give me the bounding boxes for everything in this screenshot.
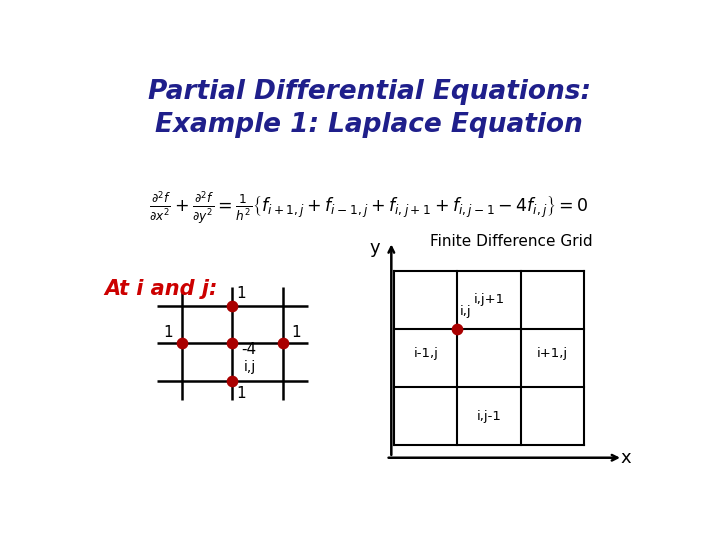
Text: Partial Differential Equations:: Partial Differential Equations:	[148, 79, 590, 105]
Text: 1: 1	[163, 326, 173, 341]
Point	[227, 339, 238, 348]
Text: 1: 1	[292, 326, 301, 341]
Text: i+1,j: i+1,j	[536, 347, 568, 360]
Text: i,j+1: i,j+1	[474, 293, 505, 306]
Text: y: y	[369, 239, 380, 256]
Text: Finite Difference Grid: Finite Difference Grid	[430, 234, 593, 249]
Point	[451, 325, 463, 333]
Text: i,j-1: i,j-1	[477, 410, 501, 423]
Text: i,j: i,j	[460, 306, 472, 319]
Text: x: x	[621, 449, 631, 467]
Text: Example 1: Laplace Equation: Example 1: Laplace Equation	[155, 112, 583, 138]
Text: i-1,j: i-1,j	[413, 347, 438, 360]
Point	[227, 376, 238, 385]
Text: $\frac{\partial^2 f}{\partial x^2} + \frac{\partial^2 f}{\partial y^2} = \frac{1: $\frac{\partial^2 f}{\partial x^2} + \fr…	[149, 190, 589, 227]
Text: i,j: i,j	[243, 360, 256, 374]
Point	[276, 339, 288, 348]
Point	[227, 302, 238, 310]
Text: 1: 1	[236, 386, 246, 401]
Text: -4: -4	[241, 342, 256, 357]
Point	[176, 339, 188, 348]
Text: At i and j:: At i and j:	[104, 279, 217, 299]
Text: 1: 1	[236, 286, 246, 301]
